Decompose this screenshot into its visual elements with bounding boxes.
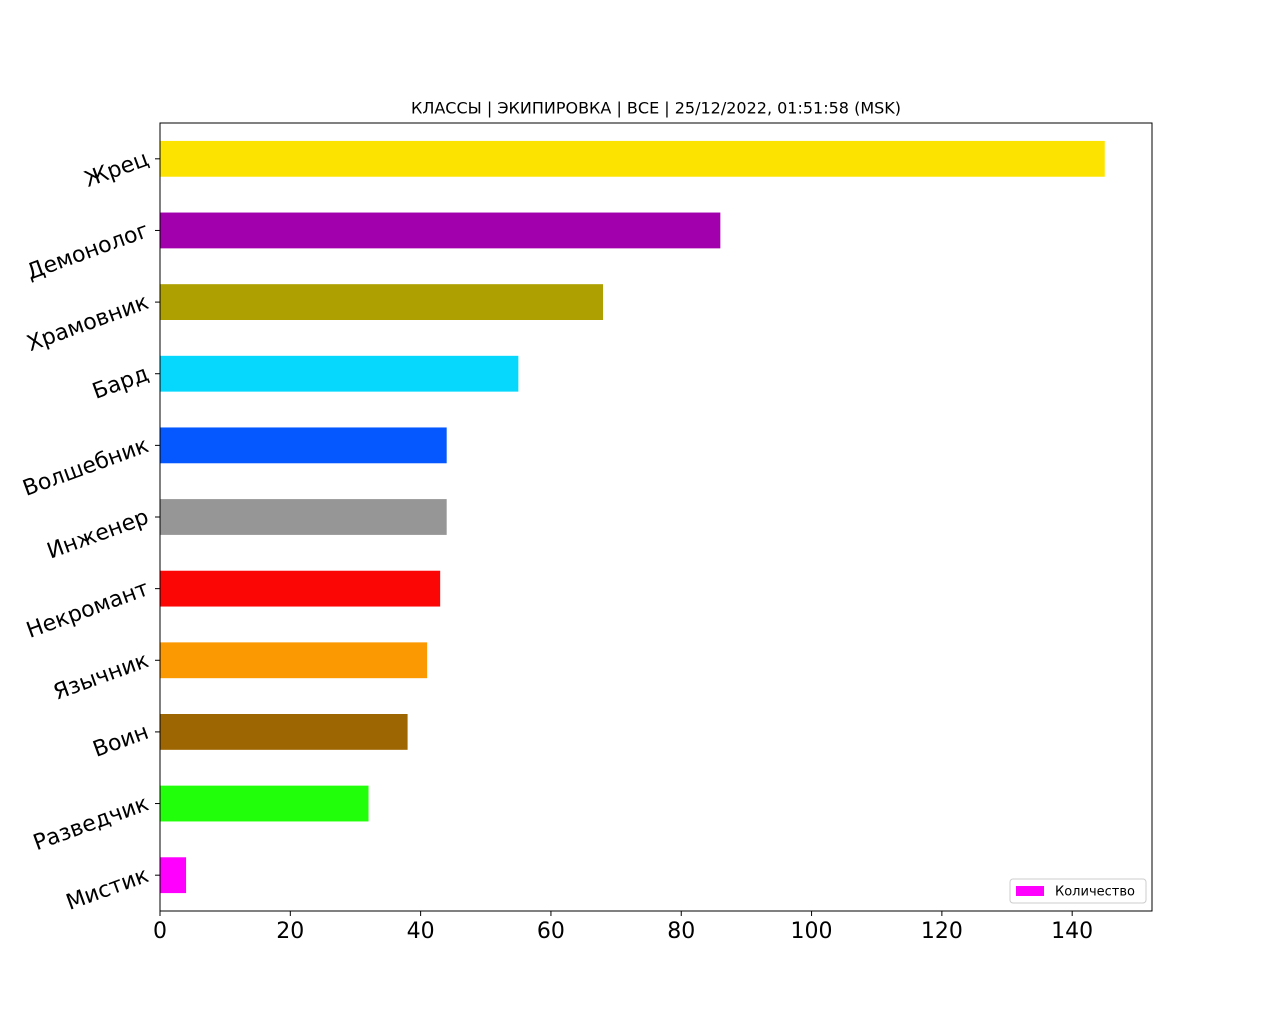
bar bbox=[160, 355, 519, 392]
plot-frame bbox=[159, 122, 1153, 912]
x-tick-label: 20 bbox=[276, 919, 304, 944]
bar bbox=[160, 140, 1105, 177]
bar bbox=[160, 499, 447, 535]
x-tick-label: 0 bbox=[153, 919, 167, 944]
x-tick-label: 120 bbox=[921, 919, 963, 944]
bar bbox=[160, 427, 447, 464]
bar bbox=[160, 642, 428, 679]
bar bbox=[160, 212, 721, 249]
x-tick-label: 80 bbox=[667, 919, 695, 944]
bar bbox=[160, 570, 441, 607]
chart-title: КЛАССЫ | ЭКИПИРОВКА | ВСЕ | 25/12/2022, … bbox=[411, 99, 901, 118]
legend-box bbox=[1009, 878, 1147, 904]
legend-label: Количество bbox=[1055, 885, 1135, 900]
bar bbox=[160, 284, 604, 320]
x-tick-label: 40 bbox=[407, 919, 435, 944]
x-tick-label: 140 bbox=[1051, 919, 1093, 944]
legend-swatch bbox=[1016, 886, 1044, 896]
bar bbox=[160, 714, 408, 750]
x-tick-label: 60 bbox=[537, 919, 565, 944]
bar bbox=[160, 857, 187, 894]
x-tick-label: 100 bbox=[791, 919, 833, 944]
bar bbox=[160, 785, 369, 822]
